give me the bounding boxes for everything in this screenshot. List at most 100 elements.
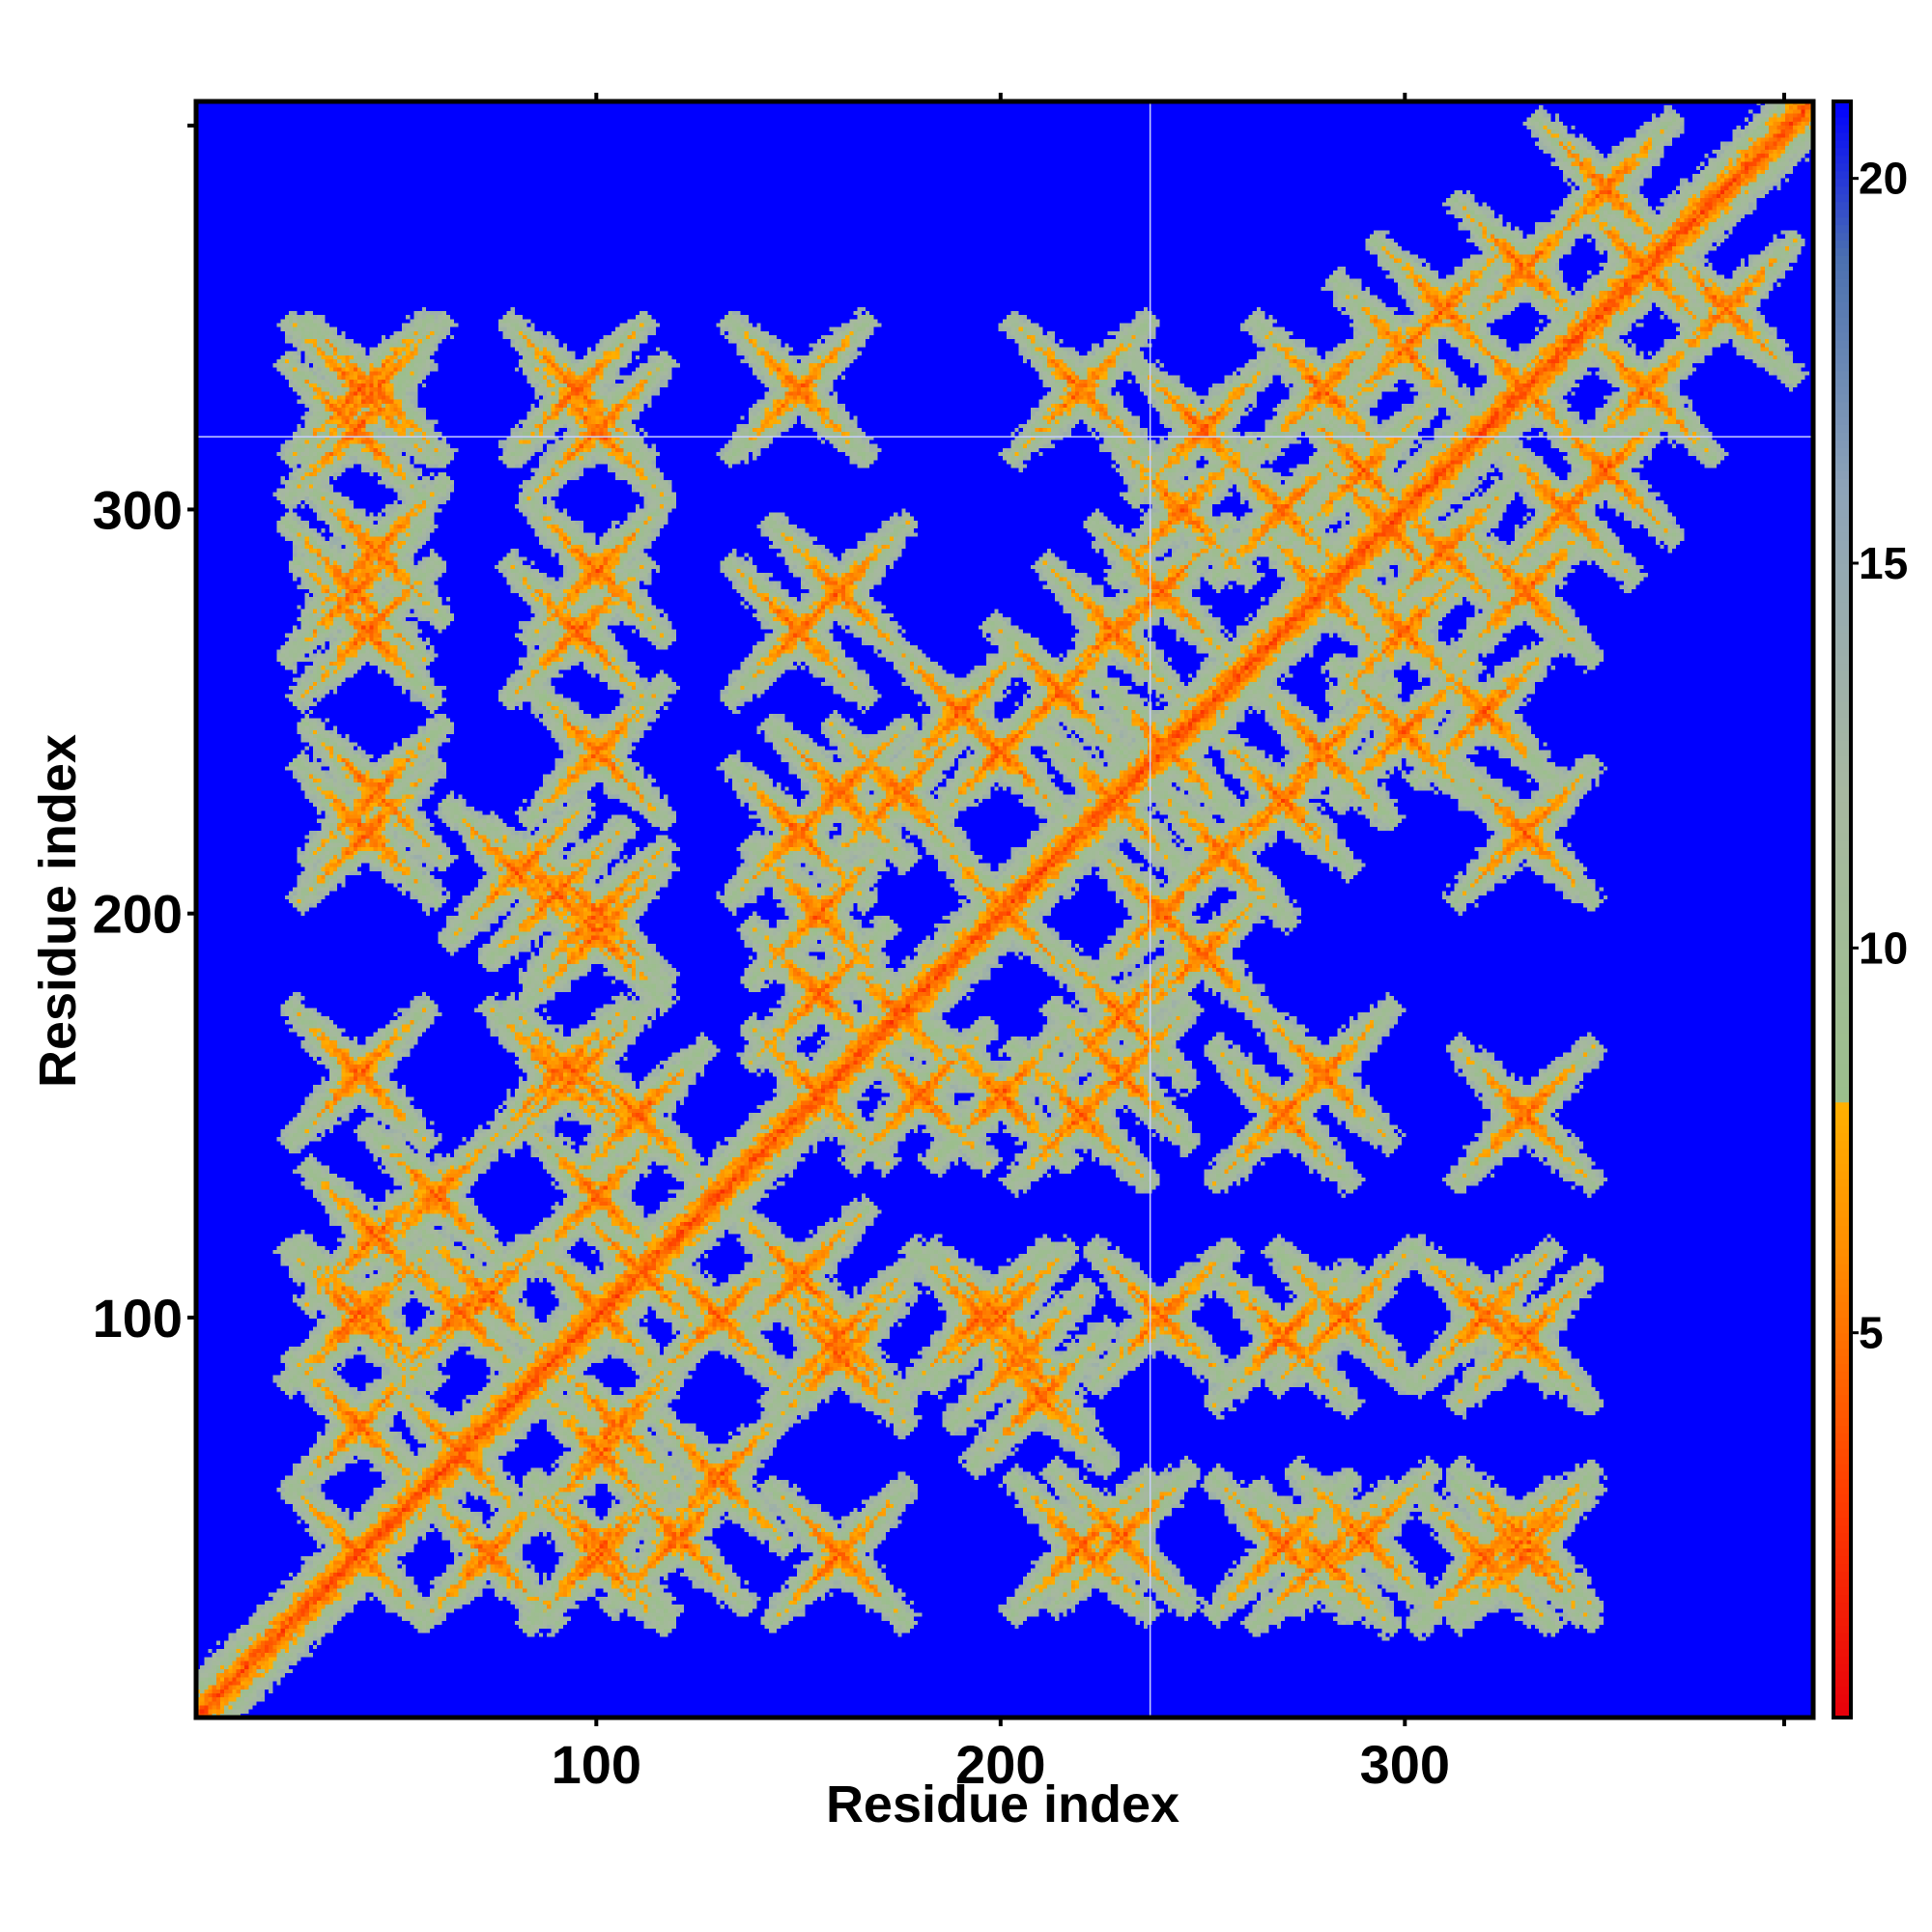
colorbar-segment (1833, 724, 1851, 733)
colorbar-segment (1833, 732, 1851, 741)
colorbar-segment (1833, 1617, 1851, 1626)
colorbar-segment (1833, 694, 1851, 702)
colorbar-segment (1833, 1270, 1851, 1280)
colorbar-segment (1833, 563, 1851, 572)
colorbar-segment (1833, 709, 1851, 718)
colorbar-segment (1833, 717, 1851, 725)
colorbar-tick-label: 10 (1859, 923, 1908, 973)
colorbar-segment (1833, 1402, 1851, 1410)
colorbar-segment (1833, 832, 1851, 841)
colorbar-segment (1833, 1378, 1851, 1388)
colorbar-tick-label: 5 (1859, 1308, 1884, 1358)
x-tick-label: 100 (552, 1734, 641, 1795)
colorbar-segment (1833, 779, 1851, 787)
colorbar-segment (1833, 1609, 1851, 1619)
colorbar-segment (1833, 232, 1851, 241)
colorbar-segment (1833, 1363, 1851, 1373)
colorbar-segment (1833, 839, 1851, 849)
colorbar-segment (1833, 948, 1851, 956)
colorbar-segment (1833, 1202, 1851, 1210)
colorbar-segment (1833, 901, 1851, 911)
plot-frame (193, 99, 1816, 1720)
colorbar-segment (1833, 601, 1851, 611)
colorbar-segment (1833, 1471, 1851, 1480)
colorbar-segment (1833, 971, 1851, 980)
colorbar-segment (1833, 1493, 1851, 1503)
colorbar-segment (1833, 1633, 1851, 1641)
colorbar-segment (1833, 355, 1851, 364)
colorbar-segment (1833, 440, 1851, 449)
colorbar-segment (1833, 1332, 1851, 1342)
colorbar-segment (1833, 362, 1851, 372)
colorbar-segment (1833, 240, 1851, 248)
colorbar-segment (1833, 1456, 1851, 1464)
colorbar-segment (1833, 1233, 1851, 1241)
colorbar-segment (1833, 278, 1851, 287)
colorbar-segment (1833, 909, 1851, 919)
colorbar-segment (1833, 1594, 1851, 1604)
colorbar-segment (1833, 347, 1851, 356)
colorbar-segment (1833, 1209, 1851, 1218)
colorbar-segment (1833, 1440, 1851, 1449)
y-tick-label: 100 (93, 1288, 183, 1349)
colorbar-segment (1833, 1694, 1851, 1703)
colorbar-segment (1833, 1625, 1851, 1634)
colorbar-segment (1833, 647, 1851, 657)
colorbar-segment (1833, 593, 1851, 603)
colorbar-segment (1833, 609, 1851, 618)
colorbar-segment (1833, 1501, 1851, 1511)
colorbar-segment (1833, 963, 1851, 972)
x-tick-label: 200 (955, 1734, 1045, 1795)
colorbar-segment (1833, 794, 1851, 803)
colorbar-segment (1833, 1194, 1851, 1203)
colorbar-segment (1833, 1009, 1851, 1018)
colorbar-segment (1833, 678, 1851, 688)
colorbar-segment (1833, 740, 1851, 749)
colorbar-segment (1833, 486, 1851, 495)
colorbar-segment (1833, 1578, 1851, 1588)
x-axis-title: Residue index (826, 1776, 1179, 1833)
colorbar-segment (1833, 763, 1851, 772)
colorbar-segment (1833, 1648, 1851, 1657)
colorbar-segment (1833, 1163, 1851, 1172)
colorbar-segment (1833, 755, 1851, 764)
colorbar-tick-label: 15 (1859, 538, 1908, 588)
y-tick-label: 300 (93, 479, 183, 540)
colorbar-frame (1832, 99, 1853, 1719)
colorbar-segment (1833, 663, 1851, 672)
colorbar-segment (1833, 124, 1851, 133)
colorbar-segment (1833, 1063, 1851, 1072)
colorbar-segment (1833, 270, 1851, 279)
colorbar-segment (1833, 101, 1851, 110)
colorbar-segment (1833, 1517, 1851, 1526)
colorbar-segment (1833, 1240, 1851, 1249)
colorbar-segment (1833, 139, 1851, 149)
colorbar-segment (1833, 1509, 1851, 1519)
colorbar-segment (1833, 1355, 1851, 1365)
colorbar-segment (1833, 1463, 1851, 1472)
colorbar-segment (1833, 1679, 1851, 1688)
colorbar-segment (1833, 224, 1851, 234)
colorbar-segment (1833, 1640, 1851, 1649)
colorbar-segment (1833, 401, 1851, 411)
colorbar-segment (1833, 1524, 1851, 1534)
colorbar-segment (1833, 847, 1851, 857)
colorbar-segment (1833, 309, 1851, 318)
colorbar-segment (1833, 162, 1851, 172)
colorbar-segment (1833, 339, 1851, 349)
colorbar-segment (1833, 286, 1851, 295)
colorbar-segment (1833, 771, 1851, 780)
colorbar-segment (1833, 170, 1851, 180)
colorbar-segment (1833, 1179, 1851, 1187)
colorbar-segment (1833, 1602, 1851, 1611)
colorbar-segment (1833, 332, 1851, 341)
colorbar-segment (1833, 1225, 1851, 1234)
colorbar-segment (1833, 994, 1851, 1003)
colorbar-segment (1833, 1148, 1851, 1157)
colorbar-segment (1833, 578, 1851, 587)
colorbar-segment (1833, 216, 1851, 226)
colorbar-segment (1833, 455, 1851, 465)
colorbar-segment (1833, 1186, 1851, 1195)
colorbar-segment (1833, 1348, 1851, 1357)
colorbar-segment (1833, 1671, 1851, 1680)
